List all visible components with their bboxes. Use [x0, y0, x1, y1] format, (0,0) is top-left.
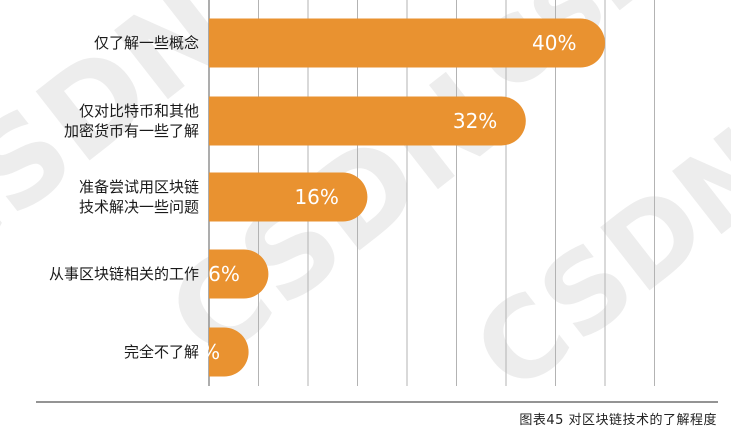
value-label-3: 6% [208, 262, 240, 286]
category-label-1: 仅对比特币和其他加密货币有一些了解 [64, 102, 199, 140]
category-label-4: 完全不了解 [124, 343, 199, 361]
bar-3 [209, 249, 269, 299]
category-labels: 仅了解一些概念仅对比特币和其他加密货币有一些了解准备尝试用区块链技术解决一些问题… [49, 34, 199, 361]
category-label-line: 完全不了解 [124, 343, 199, 361]
category-label-line: 从事区块链相关的工作 [49, 265, 199, 283]
category-label-line: 准备尝试用区块链 [79, 178, 199, 196]
chart-caption: 图表45 对区块链技术的了解程度 [519, 413, 717, 428]
value-label-4: 4% [188, 340, 220, 364]
category-label-line: 仅了解一些概念 [94, 34, 199, 52]
category-label-line: 技术解决一些问题 [79, 198, 199, 216]
bar-0 [209, 18, 605, 68]
value-label-1: 32% [453, 109, 497, 133]
category-label-line: 仅对比特币和其他 [79, 102, 199, 120]
bar-2 [209, 172, 368, 222]
value-label-2: 16% [294, 185, 338, 209]
bar-4 [209, 327, 249, 377]
bar-1 [209, 96, 526, 146]
category-label-line: 加密货币有一些了解 [64, 122, 199, 140]
bars: 40% 32% 16% 6% 4% [188, 18, 605, 377]
category-label-0: 仅了解一些概念 [94, 34, 199, 52]
category-label-3: 从事区块链相关的工作 [49, 265, 199, 283]
category-label-2: 准备尝试用区块链技术解决一些问题 [79, 178, 199, 216]
value-label-0: 40% [532, 31, 576, 55]
